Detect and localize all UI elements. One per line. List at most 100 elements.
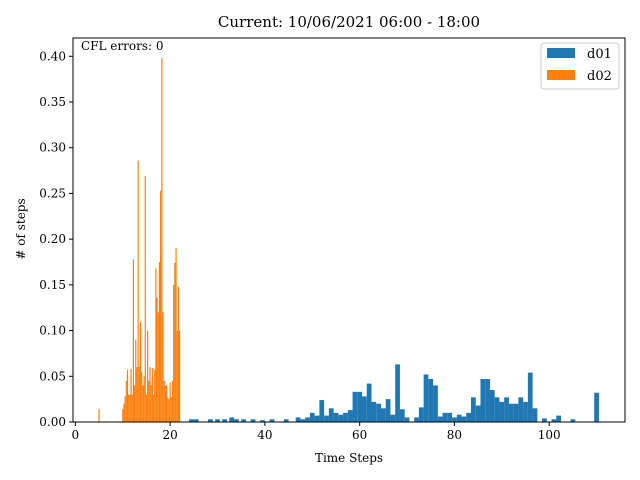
bar-d02	[157, 312, 159, 422]
bar-d02	[141, 371, 143, 422]
bar-d01	[352, 391, 358, 422]
bar-d01	[523, 401, 528, 422]
bar-d02	[131, 394, 133, 422]
bar-d02	[154, 369, 156, 422]
bar-d02	[167, 397, 169, 422]
bar-d01	[428, 379, 434, 422]
bar-d02	[176, 330, 178, 422]
bar-d02	[134, 385, 136, 422]
bar-d02	[177, 286, 180, 422]
y-tick-label: 0.25	[39, 186, 66, 200]
bar-d01	[442, 412, 448, 422]
bar-d01	[461, 416, 467, 422]
bar-d01	[241, 419, 246, 422]
x-tick-label: 100	[538, 428, 561, 442]
bar-d01	[418, 407, 424, 422]
bar-d02	[148, 380, 150, 422]
bar-d02	[175, 248, 177, 422]
cfl-errors-annotation: CFL errors: 0	[81, 39, 163, 53]
bar-d01	[338, 414, 344, 422]
bar-d01	[269, 419, 275, 422]
bar-d02	[156, 297, 158, 422]
bar-d01	[314, 415, 320, 422]
bar-d01	[508, 403, 514, 422]
bar-d01	[471, 397, 476, 422]
y-tick-label: 0.40	[39, 49, 66, 63]
legend: d01 d02	[540, 42, 620, 90]
bar-d01	[414, 417, 419, 422]
x-tick-label: 80	[447, 428, 462, 442]
bar-d01	[343, 412, 348, 422]
bar-d02	[138, 367, 140, 422]
bar-d02	[169, 382, 171, 422]
plot-area-border	[72, 37, 626, 423]
bar-d01	[215, 419, 220, 422]
bar-d02	[139, 321, 142, 422]
bar-d01	[527, 372, 533, 422]
bar-d02	[98, 409, 100, 422]
bar-d02	[155, 268, 157, 422]
bar-d02	[142, 385, 144, 422]
bar-d02	[132, 259, 135, 422]
bar-d01	[193, 419, 199, 422]
bar-d01	[390, 414, 396, 422]
bar-d01	[309, 412, 315, 422]
y-tick-label: 0.15	[39, 278, 66, 292]
bar-d02	[145, 394, 148, 422]
bar-d02	[158, 262, 161, 422]
bar-d01	[222, 419, 227, 422]
bar-d01	[234, 419, 239, 422]
bar-d01	[504, 397, 509, 422]
x-tick-label: 60	[352, 428, 367, 442]
bar-d01	[594, 392, 599, 422]
bar-d01	[357, 391, 363, 422]
bar-d02	[162, 312, 164, 422]
bar-d01	[433, 385, 438, 422]
bar-d01	[283, 419, 289, 422]
axes-frame	[72, 37, 626, 423]
bar-d02	[135, 339, 137, 422]
bar-d02	[126, 369, 129, 422]
bar-d01	[229, 417, 235, 422]
bar-d02	[129, 394, 131, 422]
bar-d02	[122, 409, 124, 422]
bar-d02	[125, 380, 127, 422]
bar-d01	[399, 409, 405, 422]
bar-d01	[485, 379, 490, 422]
bar-d02	[143, 376, 145, 422]
legend-label-d02: d02	[587, 69, 612, 84]
x-tick-label: 0	[72, 428, 80, 442]
bar-d01	[376, 403, 381, 422]
bar-d02	[171, 380, 174, 422]
bar-d01	[333, 412, 339, 422]
bar-d01	[319, 400, 325, 422]
bar-d02	[136, 367, 138, 422]
bar-d01	[437, 416, 443, 422]
bar-d02	[170, 397, 172, 422]
bar-d01	[447, 412, 453, 422]
bar-d01	[551, 419, 557, 422]
bar-d02	[163, 380, 165, 422]
y-tick-label: 0.35	[39, 95, 66, 109]
x-tick-label: 20	[162, 428, 177, 442]
bar-d02	[161, 58, 163, 422]
bar-d01	[305, 417, 310, 422]
bar-d02	[164, 385, 166, 422]
bar-d02	[168, 399, 170, 422]
bar-d02	[179, 330, 181, 422]
y-tick-label: 0.00	[39, 415, 66, 429]
bar-d01	[250, 419, 256, 422]
bar-d01	[570, 419, 576, 422]
bar-d01	[366, 383, 372, 422]
chart-bars	[98, 58, 599, 422]
bar-d01	[532, 408, 538, 422]
bar-d02	[150, 385, 152, 422]
x-tick-label: 40	[257, 428, 272, 442]
bar-d01	[380, 408, 386, 422]
bar-d01	[499, 401, 505, 422]
bar-d02	[173, 284, 175, 422]
y-axis-label: # of steps	[14, 198, 28, 259]
bar-d01	[371, 401, 377, 422]
bar-d01	[300, 419, 306, 422]
